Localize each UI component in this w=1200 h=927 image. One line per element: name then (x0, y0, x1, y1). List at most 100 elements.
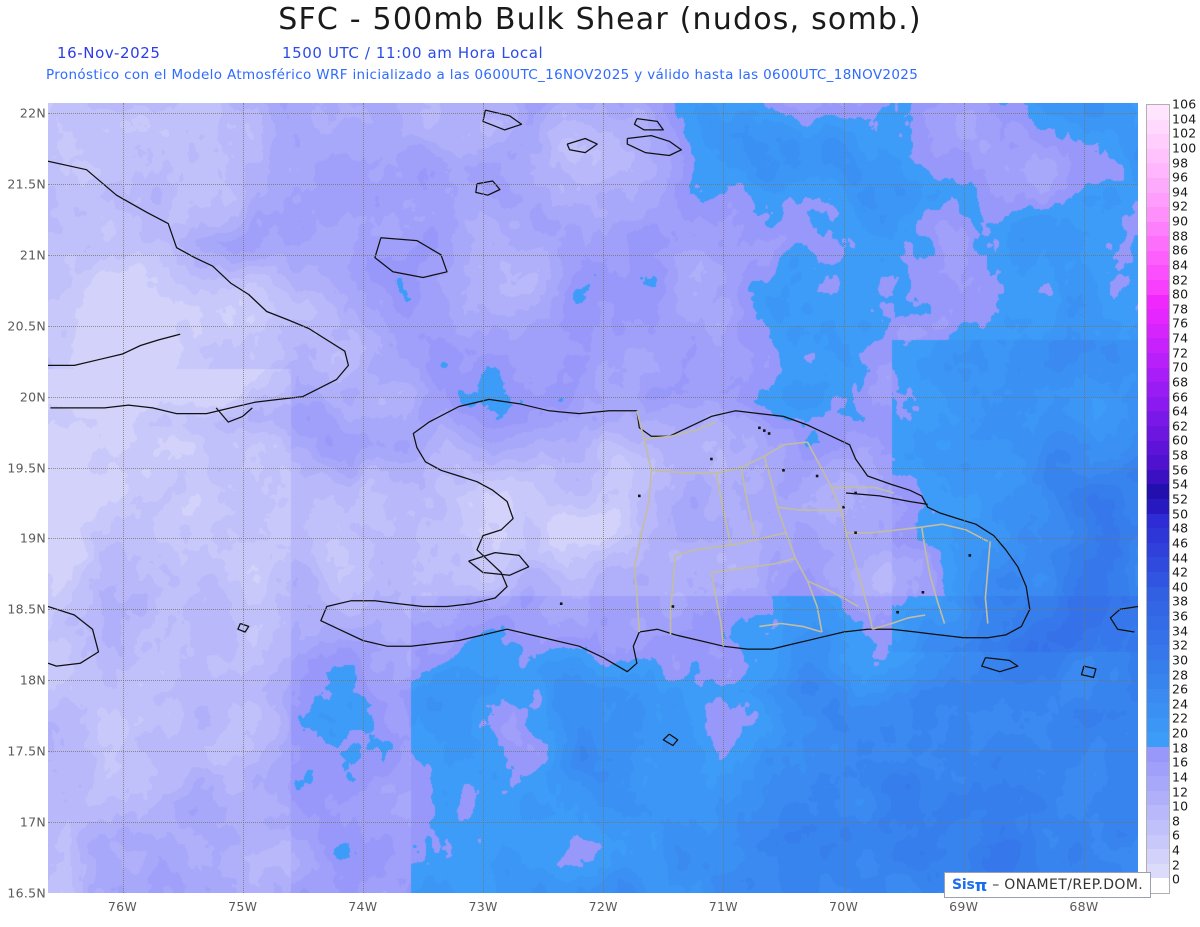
colorbar-label: 24 (1172, 696, 1189, 712)
province-border-paths (633, 410, 991, 647)
x-axis-tick: 75W (228, 899, 258, 914)
coastline (662, 733, 679, 747)
colorbar-cell (1147, 528, 1169, 543)
coastline-paths (48, 109, 1138, 747)
colorbar-label: 62 (1172, 418, 1189, 434)
colorbar-label: 50 (1172, 506, 1189, 522)
colorbar-label: 10 (1172, 798, 1189, 814)
colorbar-cell (1147, 323, 1169, 339)
valid-date-label: 16-Nov-2025 (57, 44, 161, 62)
y-axis-tick: 22N (19, 105, 46, 121)
colorbar-cell (1147, 615, 1169, 631)
colorbar-cell (1147, 338, 1169, 354)
colorbar-label: 30 (1172, 652, 1189, 668)
colorbar-label: 6 (1172, 827, 1181, 843)
colorbar-cell (1147, 805, 1169, 821)
city-marker (968, 554, 972, 557)
colorbar-label: 94 (1172, 184, 1189, 200)
colorbar-cell (1147, 250, 1169, 266)
colorbar-label: 2 (1172, 857, 1181, 873)
province-border (710, 572, 725, 647)
gridline-longitude (843, 103, 845, 893)
y-axis-tick: 18.5N (7, 601, 46, 617)
coastline (48, 605, 100, 667)
colorbar-cell (1147, 236, 1169, 251)
colorbar-label: 36 (1172, 608, 1189, 624)
city-marker (671, 605, 675, 608)
colorbar-label: 82 (1172, 272, 1189, 288)
y-axis-tick: 19N (19, 530, 46, 546)
colorbar-label: 88 (1172, 228, 1189, 244)
gridline-latitude (48, 254, 1138, 256)
province-border (845, 532, 874, 630)
colorbar-label: 20 (1172, 725, 1189, 741)
chart-header: SFC - 500mb Bulk Shear (nudos, somb.) 16… (0, 0, 1200, 95)
colorbar-cell (1147, 119, 1169, 135)
colorbar-cell (1147, 221, 1169, 237)
colorbar-swatches (1146, 104, 1170, 894)
colorbar-cell (1147, 104, 1169, 120)
colorbar-cell (1147, 396, 1169, 412)
city-marker (854, 531, 857, 534)
province-border (711, 557, 796, 574)
colorbar-label: 68 (1172, 374, 1189, 390)
gridline-latitude (48, 396, 1138, 398)
colorbar-cell (1147, 192, 1169, 208)
colorbar-cell (1147, 542, 1169, 558)
y-axis-tick: 17.5N (7, 743, 46, 759)
colorbar-label: 72 (1172, 345, 1189, 361)
colorbar-cell (1147, 440, 1169, 456)
colorbar-label: 54 (1172, 476, 1189, 492)
colorbar-cell (1147, 426, 1169, 441)
province-border (941, 523, 989, 543)
colorbar-cell (1147, 571, 1169, 587)
colorbar-tick-labels: 0 2 4 6 8 10 12 14 16 18 20 22 24 26 28 30 32 34 36 38 40 42 4… (1172, 97, 1198, 894)
colorbar-cell (1147, 659, 1169, 675)
colorbar-cell (1147, 849, 1169, 864)
y-axis-tick: 18N (19, 672, 46, 688)
logo-organization: ONAMET/REP.DOM. (1004, 877, 1144, 893)
x-axis-labels: 76W 75W 74W 73W 72W 71W 70W 69W 68W (48, 899, 1138, 923)
gridline-latitude (48, 183, 1138, 185)
colorbar-cell (1147, 557, 1169, 572)
x-axis-tick: 76W (107, 899, 138, 914)
colorbar-label: 22 (1172, 710, 1189, 726)
coastline (215, 407, 253, 423)
y-axis-tick: 20N (19, 389, 46, 405)
x-axis-tick: 72W (588, 899, 618, 914)
coastline (566, 137, 598, 154)
colorbar-label: 92 (1172, 198, 1189, 214)
x-axis-tick: 73W (468, 899, 498, 914)
y-axis-tick: 17N (19, 814, 46, 830)
colorbar-cell (1147, 367, 1169, 383)
coastline (48, 160, 350, 415)
colorbar-cell (1147, 717, 1169, 733)
x-axis-tick: 68W (1069, 899, 1099, 914)
colorbar-label: 42 (1172, 564, 1189, 580)
colorbar-cell (1147, 484, 1169, 499)
colorbar-cell (1147, 790, 1169, 806)
coastline (475, 180, 501, 196)
gridline-latitude (48, 751, 1138, 753)
gridline-longitude (122, 103, 124, 893)
colorbar-cell (1147, 630, 1169, 645)
y-axis-labels: 22N 21.5N 21N 20.5N 20N 19.5N 19N 18.5N 18N 17.5N… (0, 103, 48, 900)
province-border (920, 526, 946, 624)
pi-icon: π (974, 875, 988, 895)
colorbar-cell (1147, 207, 1169, 222)
colorbar-cell (1147, 513, 1169, 529)
city-marker (921, 591, 925, 594)
colorbar-label: 78 (1172, 301, 1189, 317)
coastline (626, 134, 682, 157)
coastline (374, 237, 448, 279)
colorbar-cell (1147, 411, 1169, 426)
province-border (831, 486, 895, 494)
province-border (644, 421, 717, 440)
colorbar-cell (1147, 177, 1169, 193)
province-border (984, 541, 991, 624)
colorbar-cell (1147, 878, 1169, 893)
map-plot-area[interactable] (48, 103, 1138, 893)
colorbar-cell (1147, 382, 1169, 397)
colorbar-label: 40 (1172, 579, 1189, 595)
province-border (740, 467, 756, 536)
